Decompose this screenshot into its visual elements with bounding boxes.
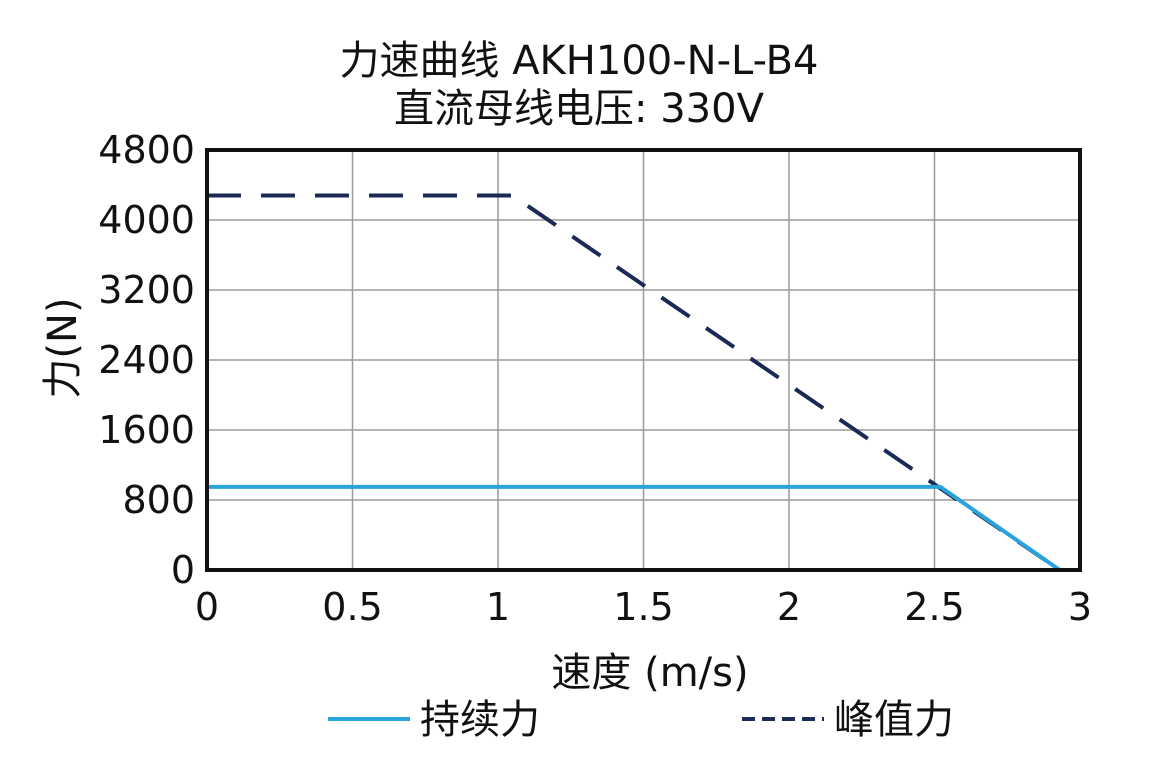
y-tick-label: 4800 (98, 128, 195, 172)
legend-label-1: 持续力 (420, 697, 540, 743)
series-line-2 (207, 193, 1061, 572)
y-tick-label: 4000 (98, 198, 195, 242)
x-tick-label: 0 (195, 585, 219, 629)
grid-lines (206, 149, 1081, 571)
series-lines (207, 193, 1061, 572)
series-line-1 (207, 484, 1061, 572)
x-tick-label: 2 (777, 585, 801, 629)
x-tick-label: 3 (1068, 585, 1092, 629)
chart-title: 力速曲线 AKH100-N-L-B4 (339, 38, 819, 84)
y-tick-label: 3200 (98, 268, 195, 312)
y-axis-label: 力(N) (40, 297, 86, 398)
x-tick-label: 1 (486, 585, 510, 629)
y-tick-label: 800 (122, 478, 195, 522)
x-axis-label: 速度 (m/s) (551, 650, 748, 696)
y-tick-label: 0 (171, 548, 195, 592)
x-tick-label: 1.5 (613, 585, 673, 629)
plot-frame (205, 148, 1082, 572)
x-tick-labels: 0 0.5 1 1.5 2 2.5 3 (195, 585, 1092, 629)
y-tick-label: 1600 (98, 408, 195, 452)
y-tick-labels: 0 800 1600 2400 3200 4000 4800 (98, 128, 195, 592)
legend-label-2: 峰值力 (834, 697, 954, 743)
y-tick-label: 2400 (98, 338, 195, 382)
x-tick-label: 0.5 (322, 585, 382, 629)
chart-subtitle: 直流母线电压: 330V (394, 86, 764, 132)
legend: 持续力 峰值力 (328, 697, 954, 743)
x-tick-label: 2.5 (904, 585, 964, 629)
